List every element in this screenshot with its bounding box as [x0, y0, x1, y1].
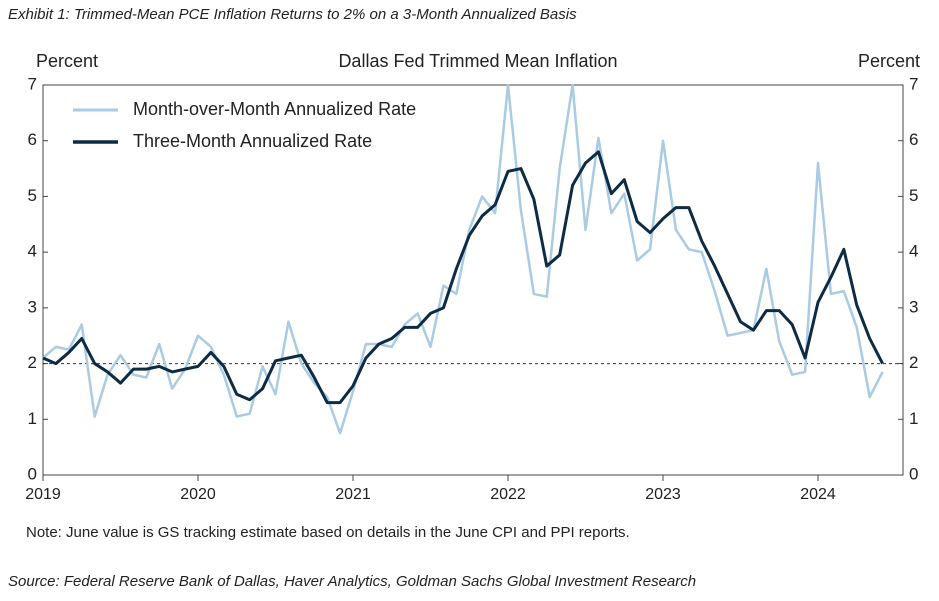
x-tick-label: 2023	[645, 486, 681, 503]
y-tick-label: 0	[28, 464, 37, 483]
x-tick-label: 2024	[800, 486, 836, 503]
x-tick-label: 2020	[180, 486, 216, 503]
y-tick-label: 6	[28, 130, 37, 149]
y-tick-label: 2	[28, 353, 37, 372]
source: Source: Federal Reserve Bank of Dallas, …	[8, 573, 696, 590]
y2-axis-label: Percent	[858, 51, 920, 71]
y2-tick-label: 2	[909, 353, 918, 372]
y2-tick-label: 1	[909, 409, 918, 428]
y-tick-label: 1	[28, 409, 37, 428]
y-tick-label: 5	[28, 186, 37, 205]
y-tick-label: 7	[28, 74, 37, 93]
y2-tick-label: 5	[909, 186, 918, 205]
y2-tick-label: 6	[909, 130, 918, 149]
series-line	[42, 83, 884, 435]
plot-frame	[42, 84, 904, 476]
y2-tick-label: 7	[909, 74, 918, 93]
y2-tick-label: 4	[909, 242, 918, 261]
x-tick-label: 2022	[490, 486, 526, 503]
y2-tick-label: 0	[909, 464, 918, 483]
legend-label: Month-over-Month Annualized Rate	[133, 99, 416, 119]
exhibit-title: Exhibit 1: Trimmed-Mean PCE Inflation Re…	[8, 6, 577, 23]
x-tick-label: 2021	[335, 486, 371, 503]
chart-title: Dallas Fed Trimmed Mean Inflation	[338, 51, 617, 71]
legend-label: Three-Month Annualized Rate	[133, 131, 372, 151]
y2-tick-label: 3	[909, 297, 918, 316]
x-tick-label: 2019	[25, 486, 61, 503]
y-tick-label: 4	[28, 242, 37, 261]
y-axis-label: Percent	[36, 51, 98, 71]
note: Note: June value is GS tracking estimate…	[26, 524, 630, 541]
series-line	[42, 150, 884, 405]
y-tick-label: 3	[28, 297, 37, 316]
